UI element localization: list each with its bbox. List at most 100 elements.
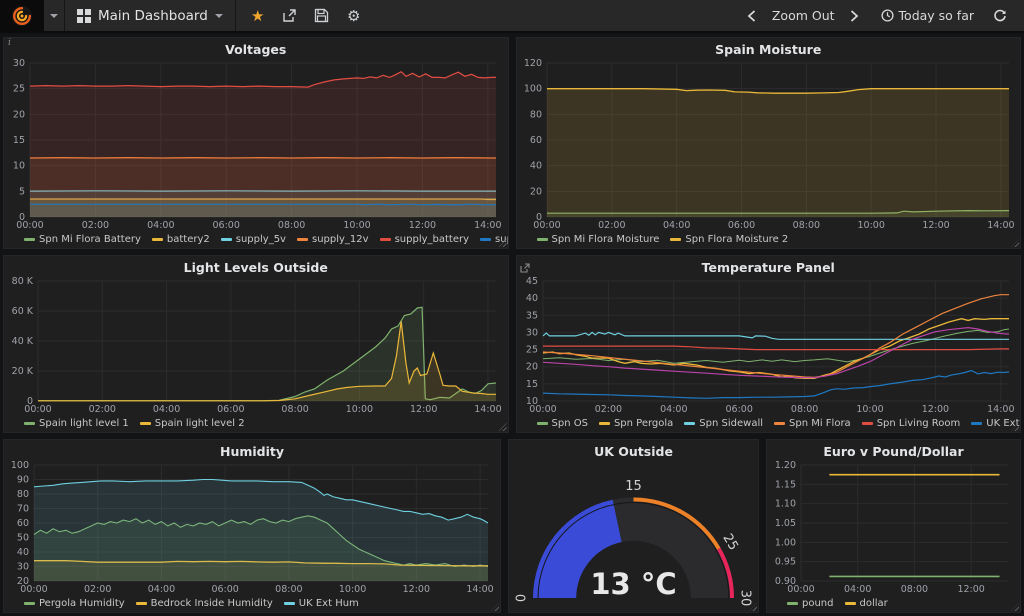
legend-label: Spn Sidewall xyxy=(699,418,763,429)
legend-item[interactable]: Spn OS xyxy=(537,418,588,429)
svg-text:14:00: 14:00 xyxy=(987,220,1014,231)
svg-text:10:00: 10:00 xyxy=(339,584,366,595)
svg-text:08:00: 08:00 xyxy=(792,220,819,231)
svg-text:40: 40 xyxy=(17,547,29,558)
panel-title-light-levels[interactable]: Light Levels Outside xyxy=(4,256,508,276)
settings-button[interactable]: ⚙ xyxy=(340,3,368,29)
svg-text:70: 70 xyxy=(17,504,29,515)
legend-item[interactable]: Spn Mi Flora Battery xyxy=(24,234,141,245)
panel-voltages: i Voltages 05101520253000:0002:0004:0006… xyxy=(3,37,509,249)
legend-item[interactable]: Spn Living Room xyxy=(862,418,961,429)
panel-title-temperature[interactable]: Temperature Panel xyxy=(517,256,1021,276)
refresh-button[interactable] xyxy=(986,3,1014,29)
svg-text:25: 25 xyxy=(525,345,537,356)
humidity-legend: Pergola Humidity Bedrock Inside Humidity U… xyxy=(4,595,500,612)
chevron-right-icon xyxy=(850,10,859,22)
panel-light-levels: Light Levels Outside 020 K40 K60 K80 K00… xyxy=(3,255,509,433)
legend-swatch xyxy=(537,422,548,425)
legend-label: Spn Mi Flora Moisture xyxy=(552,234,660,245)
panel-title-uk-outside[interactable]: UK Outside xyxy=(509,440,758,460)
svg-text:35: 35 xyxy=(525,310,537,321)
svg-text:08:00: 08:00 xyxy=(281,404,308,415)
svg-text:20: 20 xyxy=(13,109,25,120)
zoom-out-button[interactable]: Zoom Out xyxy=(768,8,839,23)
svg-text:04:00: 04:00 xyxy=(844,584,871,595)
time-back-button[interactable] xyxy=(738,3,766,29)
legend-swatch xyxy=(380,238,391,241)
legend-label: Spn Mi Flora xyxy=(789,418,851,429)
share-button[interactable] xyxy=(276,3,304,29)
svg-text:12:00: 12:00 xyxy=(922,220,949,231)
svg-text:04:00: 04:00 xyxy=(148,584,175,595)
legend-item[interactable]: Spain light level 1 xyxy=(24,418,129,429)
legend-item[interactable]: Pergola Humidity xyxy=(24,598,125,609)
legend-item[interactable]: Spn Sidewall xyxy=(684,418,763,429)
svg-text:04:00: 04:00 xyxy=(147,220,174,231)
dashboard-picker[interactable]: Main Dashboard xyxy=(64,0,236,31)
legend-item[interactable]: dollar xyxy=(845,598,888,609)
legend-label: Pergola Humidity xyxy=(39,598,125,609)
legend-item[interactable]: Spn Pergola xyxy=(599,418,673,429)
logo-caret-down-icon[interactable] xyxy=(50,14,58,18)
spain-moisture-chart: 02040608010012000:0002:0004:0006:0008:00… xyxy=(517,58,1021,231)
svg-text:06:00: 06:00 xyxy=(727,220,754,231)
legend-label: Spn Living Room xyxy=(877,418,961,429)
svg-text:1.10: 1.10 xyxy=(775,499,796,510)
panel-euro: Euro v Pound/Dollar 0.900.951.001.051.10… xyxy=(766,439,1021,613)
legend-item[interactable]: Spn Mi Flora xyxy=(774,418,851,429)
light-levels-legend: Spain light level 1 Spain light level 2 xyxy=(4,415,508,432)
time-range-picker[interactable]: Today so far xyxy=(871,8,984,23)
time-forward-button[interactable] xyxy=(841,3,869,29)
svg-text:10:00: 10:00 xyxy=(856,404,883,415)
svg-text:06:00: 06:00 xyxy=(213,220,240,231)
favorite-button[interactable]: ★ xyxy=(244,3,272,29)
legend-item[interactable]: Bedrock Inside Humidity xyxy=(136,598,273,609)
legend-item[interactable]: Spain light level 2 xyxy=(140,418,245,429)
legend-item[interactable]: supply_12v xyxy=(297,234,369,245)
legend-label: pound xyxy=(802,598,834,609)
panel-title-voltages[interactable]: Voltages xyxy=(4,38,508,58)
external-link-icon[interactable] xyxy=(520,258,530,277)
svg-text:40: 40 xyxy=(529,161,541,172)
svg-text:02:00: 02:00 xyxy=(598,220,625,231)
share-icon xyxy=(282,8,297,23)
svg-text:12:00: 12:00 xyxy=(409,220,436,231)
svg-text:15: 15 xyxy=(13,135,25,146)
panel-title-euro[interactable]: Euro v Pound/Dollar xyxy=(767,440,1020,460)
panel-title-spain-moisture[interactable]: Spain Moisture xyxy=(517,38,1021,58)
legend-item[interactable]: UK Ext temp xyxy=(971,418,1020,429)
svg-text:06:00: 06:00 xyxy=(725,404,752,415)
legend-item[interactable]: pound xyxy=(787,598,834,609)
grafana-logo[interactable] xyxy=(0,0,44,31)
svg-text:40: 40 xyxy=(525,293,537,304)
svg-text:0.95: 0.95 xyxy=(775,557,796,568)
legend-label: UK Ext Hum xyxy=(299,598,359,609)
svg-text:02:00: 02:00 xyxy=(84,584,111,595)
legend-item[interactable]: UK Ext Hum xyxy=(284,598,359,609)
panel-humidity: Humidity 203040506070809010000:0002:0004… xyxy=(3,439,501,613)
svg-text:00:00: 00:00 xyxy=(20,584,47,595)
panel-title-humidity[interactable]: Humidity xyxy=(4,440,500,460)
svg-text:100: 100 xyxy=(523,84,541,95)
legend-swatch xyxy=(971,422,982,425)
legend-item[interactable]: Spn Mi Flora Moisture xyxy=(537,234,660,245)
legend-item[interactable]: Spn Flora Moisture 2 xyxy=(670,234,788,245)
legend-swatch xyxy=(845,602,856,605)
temperature-chart: 101520253035404500:0002:0004:0006:0008:0… xyxy=(517,276,1021,415)
temperature-legend: Spn OS Spn Pergola Spn Sidewall Spn Mi Flor… xyxy=(517,415,1021,432)
humidity-chart: 203040506070809010000:0002:0004:0006:000… xyxy=(4,460,500,595)
euro-chart: 0.900.951.001.051.101.151.2000:0004:0008… xyxy=(767,460,1020,595)
legend-item[interactable]: supply_5v xyxy=(221,234,286,245)
legend-item[interactable]: battery2 xyxy=(152,234,210,245)
save-button[interactable] xyxy=(308,3,336,29)
svg-text:60 K: 60 K xyxy=(12,306,34,317)
svg-text:08:00: 08:00 xyxy=(790,404,817,415)
dashboard-caret-down-icon xyxy=(215,14,223,18)
svg-text:60: 60 xyxy=(529,135,541,146)
svg-text:1.15: 1.15 xyxy=(775,479,796,490)
info-icon[interactable]: i xyxy=(8,38,11,48)
legend-item[interactable]: supply_battery xyxy=(380,234,469,245)
refresh-icon xyxy=(993,9,1007,23)
svg-text:00:00: 00:00 xyxy=(529,404,556,415)
legend-swatch xyxy=(774,422,785,425)
